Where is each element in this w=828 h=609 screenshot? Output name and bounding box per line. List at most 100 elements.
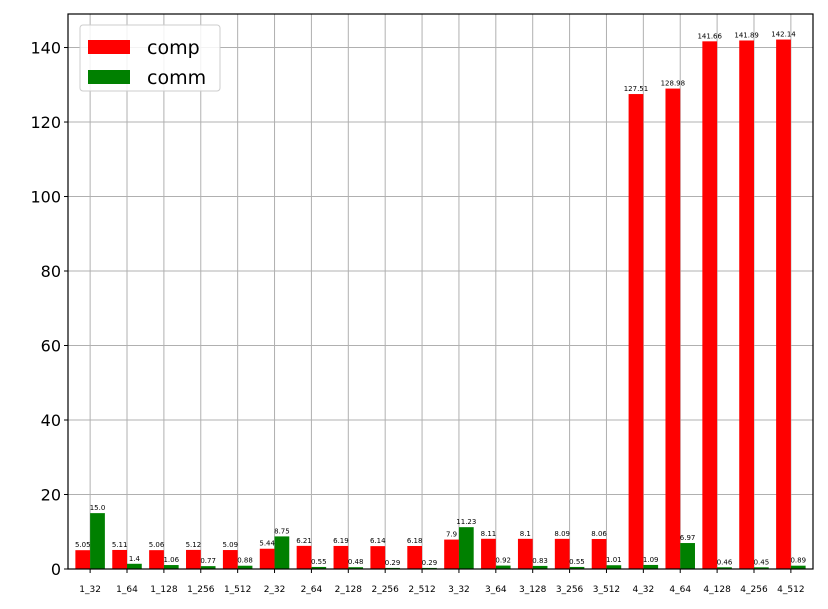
bar-label-comp: 8.1 [520, 530, 531, 538]
bar-label-comp: 127.51 [624, 85, 649, 93]
bar-comp [591, 538, 607, 569]
bar-label-comm: 8.75 [274, 527, 290, 535]
bar-label-comp: 5.06 [149, 541, 165, 549]
bar-comp [186, 549, 201, 569]
y-tick-label: 40 [41, 411, 61, 430]
bar-label-comm: 0.48 [348, 558, 364, 566]
x-tick-label: 2_64 [301, 585, 323, 595]
bar-label-comp: 141.66 [697, 32, 722, 40]
bar-label-comp: 141.89 [734, 31, 759, 39]
bar-label-comm: 0.92 [495, 557, 511, 565]
bar-comm [90, 513, 105, 569]
bar-comp [481, 538, 496, 569]
bar-comp [517, 538, 533, 569]
bar-comm [532, 565, 548, 569]
bar-comm [790, 565, 806, 569]
x-tick-label: 1_32 [79, 585, 101, 595]
y-tick-label: 0 [51, 560, 61, 579]
x-tick-label: 2_32 [264, 585, 286, 595]
bar-comm [237, 565, 253, 569]
bar-label-comp: 142.14 [771, 31, 796, 39]
axes: 0 20 40 60 80 100 120 140 1_32 1_64 1_128 1_256 1_51… [30, 13, 814, 595]
bar-comm [717, 567, 732, 569]
bar-label-comm: 0.45 [754, 558, 770, 566]
bar-label-comp: 5.12 [186, 541, 202, 549]
bar-comm [495, 565, 511, 569]
x-tick-label: 1_512 [224, 585, 251, 595]
x-tick-label: 1_64 [116, 585, 138, 595]
bar-comp [296, 545, 312, 569]
bar-label-comp: 5.44 [259, 540, 275, 548]
x-tick-label: 3_512 [593, 585, 620, 595]
y-tick-label: 120 [30, 113, 61, 132]
legend-swatch-comm [88, 70, 130, 84]
bar-comp [75, 550, 91, 569]
bar-comp [665, 88, 681, 570]
bar-comp [149, 550, 164, 569]
bar-comp [259, 548, 275, 569]
bar-label-comp: 5.11 [112, 541, 128, 549]
bar-comm [458, 527, 474, 569]
y-tick-label: 60 [41, 337, 61, 356]
bar-label-comm: 0.55 [311, 558, 327, 566]
x-tick-label: 4_32 [633, 585, 655, 595]
x-tick-label: 4_512 [777, 585, 804, 595]
bar-label-comm: 1.09 [643, 556, 659, 564]
bar-label-comp: 8.11 [481, 530, 497, 538]
bar-label-comm: 15.0 [90, 504, 106, 512]
bar-label-comp: 8.09 [554, 530, 570, 538]
bar-label-comp: 6.21 [296, 537, 312, 545]
y-tick-label: 80 [41, 262, 61, 281]
bar-label-comm: 0.29 [422, 559, 438, 567]
bar-label-comm: 1.01 [606, 556, 622, 564]
bar-label-comp: 8.06 [591, 530, 607, 538]
bar-comp [702, 41, 718, 569]
bar-comm [200, 566, 216, 569]
legend: comp comm [79, 24, 221, 92]
bar-label-comm: 0.29 [385, 559, 401, 567]
bar-comp [112, 549, 128, 569]
bar-comp [554, 538, 570, 569]
bar-comm [680, 543, 695, 569]
bar-label-comm: 11.23 [456, 518, 476, 526]
bar-comm [569, 566, 585, 569]
bar-comp [222, 550, 238, 569]
bar-label-comm: 0.83 [532, 557, 548, 565]
x-tick-label: 3_64 [485, 585, 507, 595]
bar-label-comm: 6.97 [680, 534, 696, 542]
x-tick-label: 3_32 [448, 585, 470, 595]
bar-comm [643, 564, 659, 569]
y-tick-label: 140 [30, 39, 61, 58]
x-tick-label: 4_128 [703, 585, 731, 595]
bar-label-comp: 5.09 [222, 541, 238, 549]
bar-comp [333, 545, 349, 569]
plot-frame [67, 13, 814, 570]
bar-label-comm: 0.55 [569, 558, 585, 566]
legend-swatch-comp [88, 40, 130, 54]
bar-label-comp: 6.18 [407, 537, 423, 545]
bar-comm [606, 565, 622, 569]
x-tick-label: 3_256 [556, 585, 584, 595]
x-tick-label: 2_512 [408, 585, 435, 595]
bar-label-comm: 1.4 [129, 555, 141, 563]
bar-comm [348, 567, 364, 569]
y-tick-label: 100 [30, 188, 61, 207]
bar-comm [163, 565, 179, 569]
bar-label-comp: 6.19 [333, 537, 349, 545]
legend-label-comm: comm [147, 67, 206, 89]
bar-label-comm: 1.06 [163, 556, 179, 564]
x-tick-label: 4_64 [669, 585, 691, 595]
x-tick-label: 1_256 [187, 585, 215, 595]
bar-label-comm: 0.77 [200, 557, 216, 565]
bars [75, 39, 806, 570]
bar-comm [274, 536, 290, 569]
x-tick-label: 2_128 [335, 585, 363, 595]
x-tick-label: 2_256 [371, 585, 399, 595]
bar-label-comm: 0.89 [790, 557, 806, 565]
bar-comp [628, 94, 644, 570]
bar-label-comp: 5.05 [75, 541, 91, 549]
bar-comm [311, 566, 327, 569]
bar-comp [739, 40, 754, 569]
bar-label-comm: 0.88 [237, 557, 253, 565]
